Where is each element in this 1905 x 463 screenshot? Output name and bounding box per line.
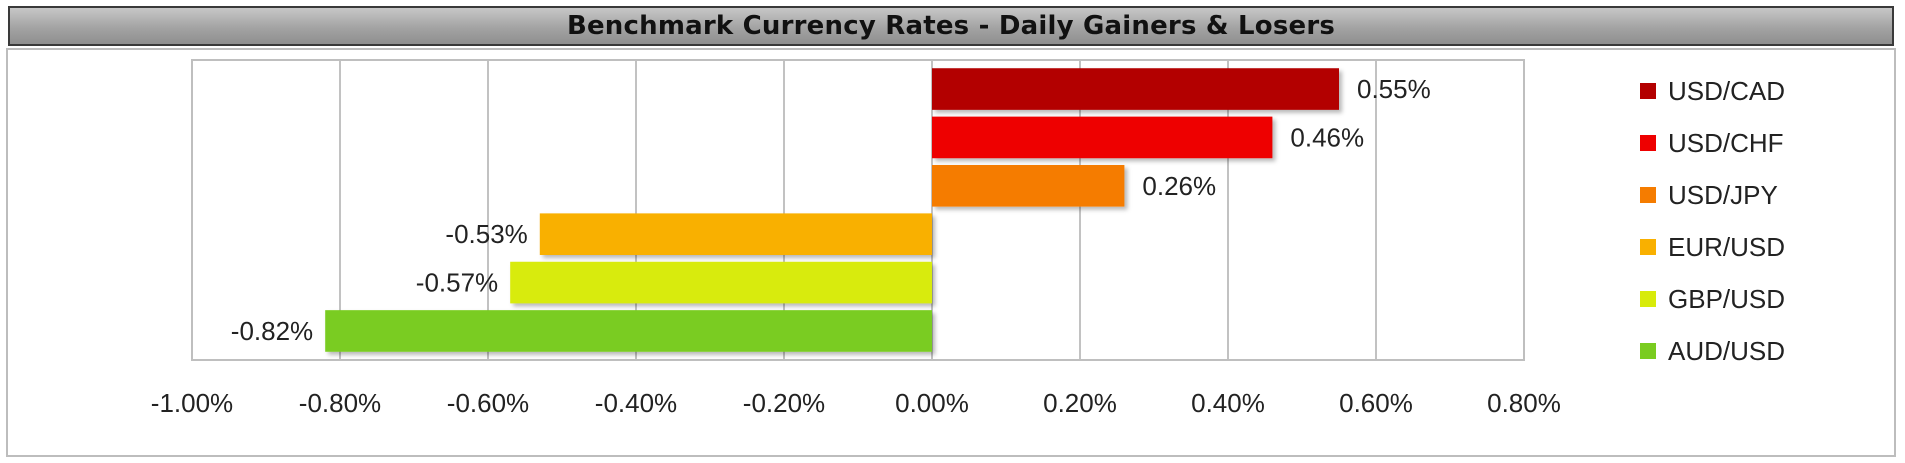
legend-swatch [1640,83,1656,99]
legend: USD/CAD USD/CHF USD/JPY EUR/USD GBP/USD AUD/U… [1640,74,1890,384]
value-labels: 0.55% 0.46% 0.26% -0.53% -0.57% -0.82% [231,74,1431,346]
x-tick-label: -0.40% [595,388,677,418]
x-tick-label: -1.00% [151,388,233,418]
legend-item: USD/CHF [1640,126,1784,160]
data-label: -0.57% [416,268,498,298]
x-tick-label: -0.60% [447,388,529,418]
legend-swatch [1640,343,1656,359]
legend-item: EUR/USD [1640,230,1785,264]
chart-title-bar: Benchmark Currency Rates - Daily Gainers… [8,6,1894,46]
legend-item: USD/JPY [1640,178,1778,212]
data-label: -0.82% [231,316,313,346]
legend-label: USD/JPY [1668,179,1778,210]
bar-usd-jpy [932,165,1125,207]
x-tick-label: 0.60% [1339,388,1413,418]
legend-swatch [1640,239,1656,255]
legend-swatch [1640,135,1656,151]
chart-frame [6,48,1896,457]
legend-label: USD/CAD [1668,75,1786,106]
data-label: 0.46% [1290,122,1364,152]
data-label: 0.55% [1357,74,1431,104]
legend-item: USD/CAD [1640,74,1785,108]
data-label: -0.53% [445,219,527,249]
bars [325,68,1339,352]
x-axis-tick-labels: -1.00% -0.80% -0.60% -0.40% -0.20% 0.00% 0.20%… [151,388,1561,418]
legend-swatch [1640,187,1656,203]
x-tick-label: 0.80% [1487,388,1561,418]
x-tick-label: -0.80% [299,388,381,418]
legend-item: AUD/USD [1640,334,1785,368]
legend-label: AUD/USD [1668,335,1786,366]
x-tick-label: -0.20% [743,388,825,418]
bar-eur-usd [539,213,932,255]
legend-item: GBP/USD [1640,282,1785,316]
legend-label: EUR/USD [1668,231,1786,262]
plot-area-border [191,59,1525,361]
legend-label: USD/CHF [1668,127,1784,158]
x-tick-label: 0.00% [895,388,969,418]
x-tick-label: 0.20% [1043,388,1117,418]
chart-title: Benchmark Currency Rates - Daily Gainers… [566,11,1336,41]
data-label: 0.26% [1142,171,1216,201]
bar-usd-chf [932,116,1273,159]
bar-gbp-usd [510,261,932,304]
legend-swatch [1640,291,1656,307]
bar-usd-cad [932,68,1339,110]
legend-label: GBP/USD [1668,283,1786,314]
bar-aud-usd [325,310,932,352]
x-tick-label: 0.40% [1191,388,1265,418]
